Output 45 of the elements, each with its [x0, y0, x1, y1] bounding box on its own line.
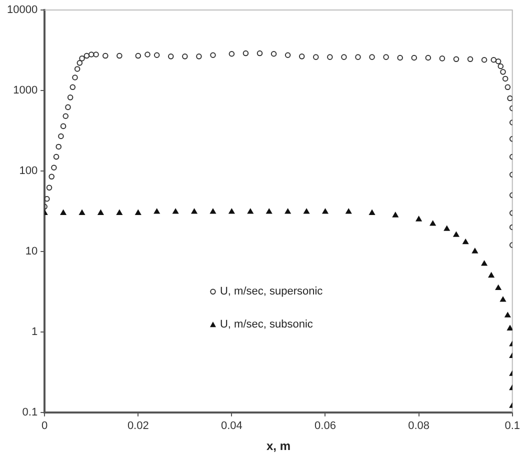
legend-label: U, m/sec, supersonic: [220, 286, 324, 298]
x-tick-label: 0.08: [408, 420, 430, 432]
x-tick-label: 0.06: [314, 420, 336, 432]
y-tick-label: 0.1: [22, 406, 38, 418]
y-tick-label: 1: [31, 326, 38, 338]
point: [154, 208, 160, 214]
x-tick-label: 0: [42, 420, 48, 432]
point: [172, 208, 178, 214]
x-tick-label: 0.04: [220, 420, 242, 432]
point: [504, 312, 511, 318]
point: [284, 208, 291, 214]
point: [472, 248, 478, 254]
y-tick-label: 1000: [13, 84, 38, 97]
point: [488, 272, 494, 278]
point: [60, 210, 66, 215]
point: [79, 210, 85, 215]
y-tick-label: 10: [25, 245, 38, 258]
point: [135, 210, 142, 215]
point: [304, 208, 310, 214]
point: [116, 210, 122, 215]
point: [444, 226, 450, 231]
point: [500, 296, 506, 302]
point: [346, 208, 352, 214]
point: [416, 216, 422, 222]
y-tick-label: 100: [19, 164, 38, 177]
point: [322, 208, 328, 214]
point: [462, 238, 469, 244]
x-tick-label: 0.1: [504, 420, 520, 432]
point: [98, 210, 104, 215]
y-tick-label: 10000: [6, 4, 38, 16]
legend-label: U, m/sec, subsonic: [220, 318, 314, 331]
point: [453, 232, 460, 237]
x-axis-title: x, m: [266, 439, 290, 454]
point: [481, 260, 488, 266]
point: [247, 208, 254, 214]
x-tick-label: 0.02: [127, 420, 149, 432]
point: [191, 208, 198, 214]
point: [228, 208, 235, 214]
point: [266, 208, 272, 214]
point: [430, 220, 436, 226]
point: [392, 212, 398, 218]
point: [495, 284, 502, 290]
point: [369, 210, 375, 215]
point: [210, 208, 216, 214]
point: [507, 325, 512, 330]
